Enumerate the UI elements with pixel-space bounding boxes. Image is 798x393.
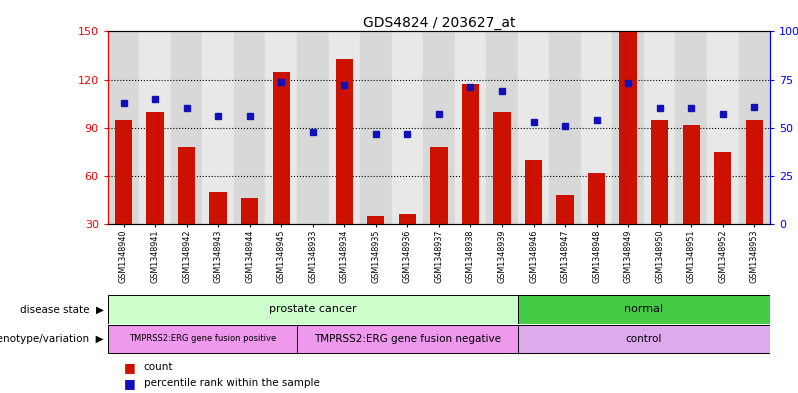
Bar xyxy=(241,198,259,272)
Bar xyxy=(462,84,479,272)
Bar xyxy=(392,31,423,224)
Bar xyxy=(675,31,707,224)
Bar xyxy=(486,31,518,224)
Bar xyxy=(738,31,770,224)
Bar xyxy=(525,160,542,272)
Text: control: control xyxy=(626,334,662,344)
Bar xyxy=(178,147,196,272)
Bar xyxy=(714,152,732,272)
Bar xyxy=(273,72,290,272)
Bar xyxy=(619,31,637,272)
Bar xyxy=(360,31,392,224)
Text: ■: ■ xyxy=(124,376,136,390)
Bar xyxy=(556,195,574,272)
Bar xyxy=(651,120,669,272)
Text: prostate cancer: prostate cancer xyxy=(269,305,357,314)
Text: normal: normal xyxy=(624,305,663,314)
Bar xyxy=(108,325,297,353)
Bar xyxy=(549,31,581,224)
Bar xyxy=(108,296,518,324)
Bar xyxy=(203,31,234,224)
Bar xyxy=(455,31,486,224)
Bar xyxy=(234,31,266,224)
Bar xyxy=(209,192,227,272)
Bar xyxy=(518,31,549,224)
Bar xyxy=(518,296,770,324)
Bar xyxy=(682,125,700,272)
Text: TMPRSS2:ERG gene fusion positive: TMPRSS2:ERG gene fusion positive xyxy=(128,334,276,343)
Bar xyxy=(707,31,738,224)
Bar xyxy=(588,173,605,272)
Bar xyxy=(430,147,448,272)
Bar xyxy=(644,31,675,224)
Bar xyxy=(146,112,164,272)
Bar xyxy=(423,31,455,224)
Bar xyxy=(518,325,770,353)
Bar xyxy=(329,31,360,224)
Bar xyxy=(115,120,132,272)
Bar xyxy=(367,216,385,272)
Bar xyxy=(108,31,140,224)
Bar xyxy=(266,31,297,224)
Title: GDS4824 / 203627_at: GDS4824 / 203627_at xyxy=(362,17,516,30)
Text: disease state  ▶: disease state ▶ xyxy=(20,305,104,314)
Text: count: count xyxy=(144,362,173,373)
Bar xyxy=(140,31,171,224)
Text: TMPRSS2:ERG gene fusion negative: TMPRSS2:ERG gene fusion negative xyxy=(314,334,501,344)
Text: ■: ■ xyxy=(124,361,136,374)
Bar xyxy=(297,325,518,353)
Bar xyxy=(493,112,511,272)
Bar xyxy=(297,31,329,224)
Bar xyxy=(399,214,416,272)
Text: genotype/variation  ▶: genotype/variation ▶ xyxy=(0,334,104,344)
Bar xyxy=(745,120,763,272)
Text: percentile rank within the sample: percentile rank within the sample xyxy=(144,378,319,388)
Bar xyxy=(581,31,612,224)
Bar xyxy=(612,31,644,224)
Bar xyxy=(336,59,353,272)
Bar xyxy=(171,31,203,224)
Bar xyxy=(304,224,322,272)
